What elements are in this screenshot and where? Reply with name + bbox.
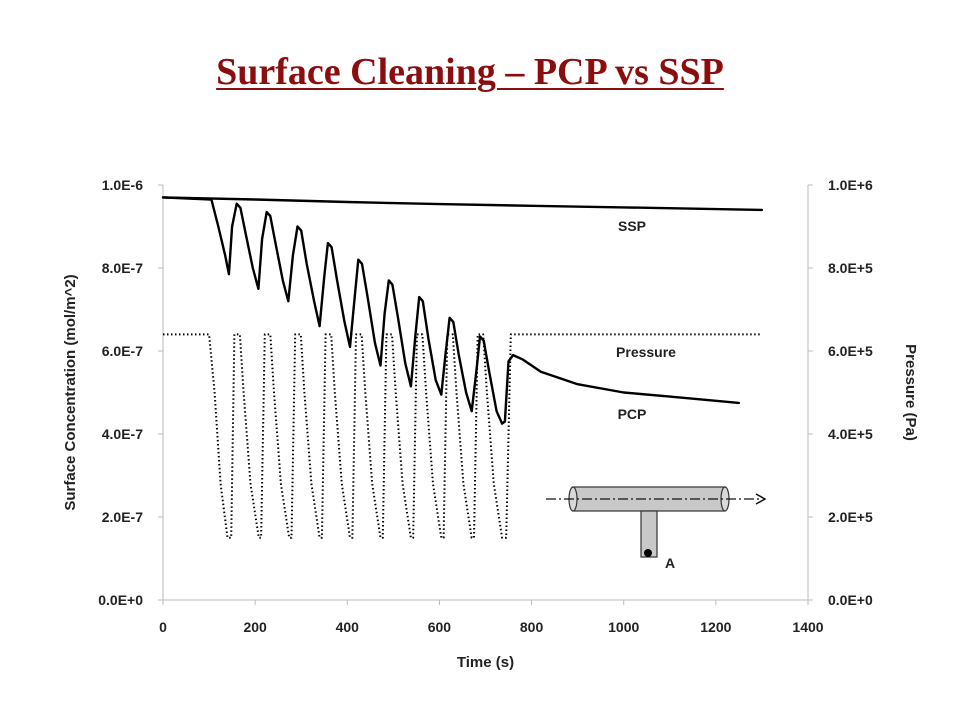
flow-arrow-icon [755,493,767,505]
x-tick-label: 200 [243,619,267,635]
x-tick-label: 1400 [792,619,823,635]
chart-series [161,196,764,539]
y-tick-label: 0.0E+0 [98,592,143,608]
y2-tick-label: 8.0E+5 [828,260,873,276]
y2-axis-title: Pressure (Pa) [902,344,919,441]
dead-leg-pipe [640,510,658,558]
x-tick-label: 800 [520,619,544,635]
probe-point [644,549,652,557]
annotation-pcp: PCP [618,406,647,422]
chart-axes: 0 200 400 600 800 1000 1200 1400 0.0E+0 2.0E-7 4.0… [98,177,873,635]
y-axis-title: Surface Concentration (mol/m^2) [62,274,79,510]
chart-labels: Time (s) Surface Concentration (mol/m^2) P… [62,218,919,671]
x-tick-label: 600 [428,619,452,635]
y2-tick-label: 1.0E+6 [828,177,873,193]
y-tick-label: 1.0E-6 [102,177,143,193]
series-line-ssp [161,196,764,212]
y2-tick-label: 0.0E+0 [828,592,873,608]
y2-tick-label: 2.0E+5 [828,509,873,525]
y-tick-label: 2.0E-7 [102,509,143,525]
y2-tick-label: 6.0E+5 [828,343,873,359]
inset-label-a: A [665,555,675,571]
x-tick-label: 1000 [608,619,639,635]
inset-diagram: A [546,486,767,571]
x-tick-label: 0 [159,619,167,635]
y-tick-label: 6.0E-7 [102,343,143,359]
series-line-pcp [161,196,741,425]
y2-tick-label: 4.0E+5 [828,426,873,442]
page-title: Surface Cleaning – PCP vs SSP [216,51,724,93]
annotation-pressure: Pressure [616,344,676,360]
x-tick-label: 1200 [700,619,731,635]
y-tick-label: 8.0E-7 [102,260,143,276]
x-axis-title: Time (s) [457,654,514,671]
annotation-ssp: SSP [618,218,646,234]
y-tick-label: 4.0E-7 [102,426,143,442]
x-tick-label: 400 [336,619,360,635]
